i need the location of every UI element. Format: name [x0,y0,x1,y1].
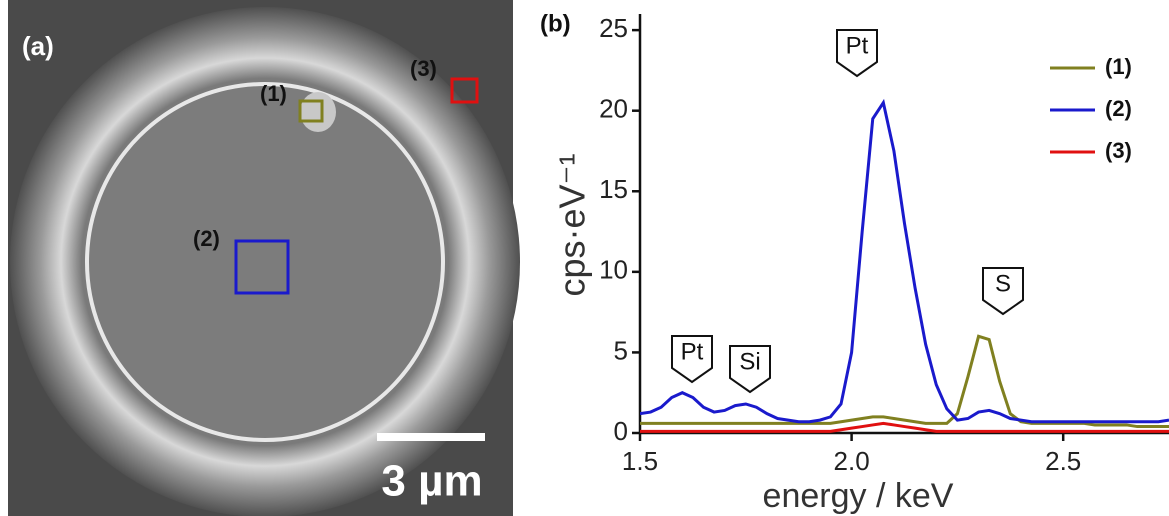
scale-bar-label: 3 µm [381,457,482,506]
legend-label: (1) [1105,54,1132,79]
x-tick-label: 1.5 [622,446,658,476]
y-tick-label: 20 [599,94,628,124]
figure: (a) (1) (2) (3) 3 µm (b) cps·eV⁻¹ energy… [0,0,1169,516]
y-tick-label: 15 [599,174,628,204]
x-axis-label: energy / keV [763,477,954,515]
x-tick-label: 2.5 [1045,446,1081,476]
region-label: (1) [260,81,287,106]
legend-label: (3) [1105,138,1132,163]
y-tick-label: 0 [614,416,628,446]
y-tick-label: 5 [614,335,628,365]
callout-label: Si [739,348,760,375]
region-label: (2) [193,226,220,251]
panel-label: (b) [540,10,571,37]
x-tick-label: 2.0 [834,446,870,476]
panel-label: (a) [22,31,54,61]
series-line [640,336,1169,426]
callout-label: S [995,270,1011,297]
series-line [640,103,1169,422]
y-tick-label: 10 [599,255,628,285]
y-axis-label: cps·eV⁻¹ [552,153,593,296]
y-tick-label: 25 [599,13,628,43]
region-label: (3) [410,56,437,81]
callout-label: Pt [846,32,869,59]
sem-image: (a) (1) (2) (3) 3 µm [8,0,520,516]
legend-label: (2) [1105,96,1132,121]
callout-label: Pt [681,338,704,365]
